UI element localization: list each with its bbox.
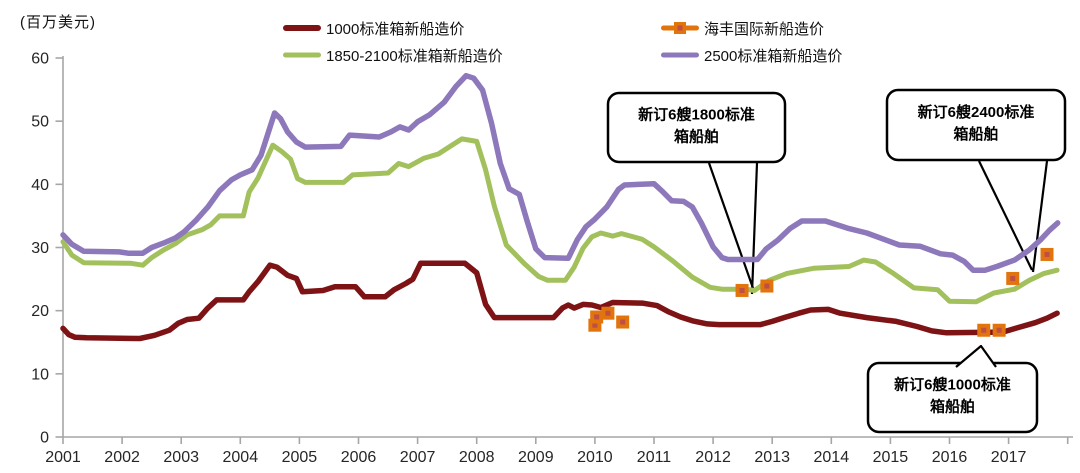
legend-label-2500teu: 2500标准箱新船造价 bbox=[704, 47, 843, 65]
y-axis-unit-label: (百万美元) bbox=[20, 14, 96, 31]
y-tick-label: 10 bbox=[31, 366, 49, 383]
series-markers-sitc bbox=[588, 247, 1054, 337]
y-tick-label: 0 bbox=[40, 430, 49, 447]
callout-text-1800teu-line2: 箱船舶 bbox=[674, 128, 719, 146]
x-tick-label: 2006 bbox=[341, 449, 377, 466]
legend-line-swatch bbox=[283, 52, 321, 58]
square-marker-dot bbox=[739, 287, 745, 293]
legend-swatch-1850-2100teu bbox=[283, 48, 321, 62]
y-tick-label: 30 bbox=[31, 240, 49, 257]
square-marker-dot bbox=[981, 327, 987, 333]
legend-item-2500teu: 2500标准箱新船造价 bbox=[661, 48, 842, 65]
y-tick-label: 40 bbox=[31, 177, 49, 194]
legend-item-sitc: 海丰国际新船造价 bbox=[661, 21, 824, 38]
callout-tail-1000teu bbox=[955, 344, 997, 368]
series-line-1000teu bbox=[60, 260, 1060, 342]
legend-swatch-1000teu bbox=[283, 21, 321, 35]
callout-box-2400teu bbox=[885, 88, 1067, 162]
x-tick-label: 2003 bbox=[163, 449, 199, 466]
callout-box-1800teu bbox=[606, 91, 787, 164]
y-tick-label: 60 bbox=[31, 51, 49, 68]
x-tick-label: 2007 bbox=[400, 449, 436, 466]
legend-label-sitc: 海丰国际新船造价 bbox=[704, 20, 825, 38]
x-tick-label: 2011 bbox=[637, 449, 672, 466]
square-marker-dot bbox=[620, 319, 626, 325]
y-axis: 0 10 20 30 40 50 60 bbox=[31, 51, 63, 447]
callout-text-1000teu-line2: 箱船舶 bbox=[930, 398, 975, 416]
callout-leaders bbox=[707, 160, 1049, 295]
x-tick-label: 2012 bbox=[695, 449, 731, 466]
legend-label-1000teu: 1000标准箱新船造价 bbox=[326, 20, 465, 38]
legend-item-1850-2100teu: 1850-2100标准箱新船造价 bbox=[283, 48, 503, 65]
callout-box-1000teu bbox=[866, 361, 1039, 434]
series-line-1850-2100teu bbox=[60, 136, 1060, 305]
x-tick-label: 2015 bbox=[873, 449, 909, 466]
x-tick-label: 2004 bbox=[223, 449, 259, 466]
square-marker-dot bbox=[592, 322, 598, 328]
x-tick-label: 2002 bbox=[104, 449, 140, 466]
callout-text-2400teu-line2: 箱船舶 bbox=[953, 125, 998, 143]
legend-line-swatch bbox=[283, 25, 321, 31]
callout-text-1000teu-line1: 新订6艘1000标准 bbox=[894, 376, 1011, 394]
y-tick-label: 50 bbox=[31, 114, 49, 131]
x-tick-label: 2017 bbox=[991, 449, 1027, 466]
x-tick-label: 2014 bbox=[814, 449, 850, 466]
legend-line-swatch bbox=[661, 52, 699, 58]
callout-leader-1800teu bbox=[707, 162, 756, 292]
legend-square-marker-dot bbox=[677, 25, 683, 31]
square-marker-dot bbox=[605, 310, 611, 316]
x-tick-label: 2009 bbox=[518, 449, 554, 466]
callout-text-1800teu-line1: 新订6艘1800标准 bbox=[638, 106, 755, 124]
square-marker-dot bbox=[1010, 275, 1016, 281]
legend-label-1850-2100teu: 1850-2100标准箱新船造价 bbox=[326, 47, 503, 65]
square-marker-dot bbox=[996, 327, 1002, 333]
callout-leader-2400teu bbox=[1031, 160, 1049, 273]
square-marker-dot bbox=[1044, 251, 1050, 257]
square-marker-dot bbox=[764, 283, 770, 289]
x-axis: 2001 2002 2003 2004 2005 2006 2007 2008 2009 2010… bbox=[45, 437, 1069, 466]
callout-leader-1800teu bbox=[750, 162, 759, 295]
callout-text-2400teu-line1: 新订6艘2400标准 bbox=[918, 103, 1035, 121]
x-tick-label: 2008 bbox=[459, 449, 495, 466]
x-tick-label: 2005 bbox=[282, 449, 318, 466]
square-marker-dot bbox=[594, 314, 600, 320]
x-tick-label: 2010 bbox=[577, 449, 613, 466]
legend-swatch-sitc bbox=[661, 21, 699, 35]
x-tick-label: 2013 bbox=[754, 449, 790, 466]
series-line-2500teu bbox=[60, 72, 1061, 273]
x-tick-label: 2001 bbox=[45, 449, 81, 466]
y-tick-label: 20 bbox=[31, 303, 49, 320]
x-tick-label: 2016 bbox=[932, 449, 968, 466]
legend-swatch-2500teu bbox=[661, 48, 699, 62]
legend-item-1000teu: 1000标准箱新船造价 bbox=[283, 21, 464, 38]
